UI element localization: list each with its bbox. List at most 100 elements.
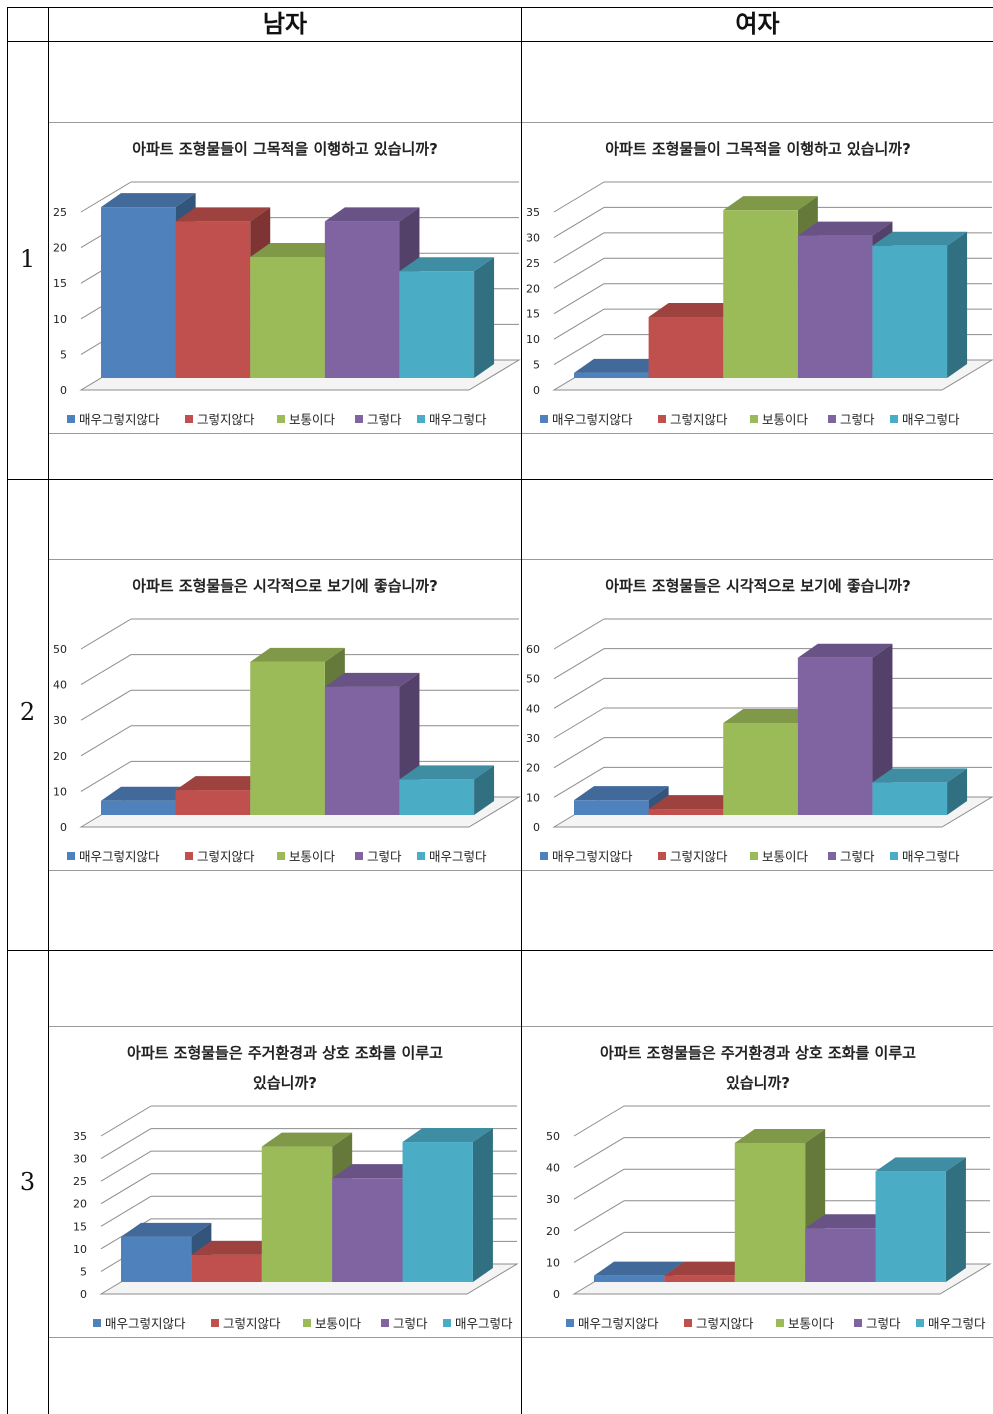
- bar-side: [947, 231, 968, 378]
- bar-front: [101, 800, 176, 815]
- table-row-divider-2: [7, 950, 993, 951]
- bar-front: [399, 779, 475, 815]
- bar-top: [399, 765, 495, 780]
- y-tick-label: 50: [526, 673, 540, 686]
- legend-swatch: [540, 415, 548, 423]
- y-tick-label: 60: [526, 643, 540, 656]
- gridline-side: [553, 283, 605, 315]
- bar: [399, 257, 495, 378]
- legend-label: 매우그렇다: [902, 412, 960, 427]
- gridline-side: [553, 766, 605, 798]
- legend-item: 그렇지않다: [684, 1316, 754, 1331]
- bar: [402, 1128, 493, 1282]
- legend-label: 그렇지않다: [223, 1316, 281, 1331]
- chart-svg: 아파트 조형물들이 그목적을 이행하고 있습니까? 0 5 10 15 20 25 30 35 매…: [522, 122, 993, 434]
- bar-front: [797, 657, 873, 815]
- y-tick-label: 0: [533, 821, 540, 834]
- gridline-side: [553, 618, 605, 650]
- y-tick-label: 10: [526, 791, 540, 804]
- plot-area: 0 10 20 30 40 50: [546, 1105, 992, 1301]
- legend-item: 그렇다: [381, 1316, 428, 1331]
- y-tick-label: 5: [533, 359, 540, 372]
- legend-item: 그렇지않다: [658, 412, 728, 427]
- legend-label: 매우그렇다: [429, 849, 487, 864]
- bar: [872, 231, 968, 378]
- row-number-2: 2: [19, 698, 36, 726]
- legend-swatch: [890, 852, 898, 860]
- y-tick-label: 25: [526, 257, 540, 270]
- legend-item: 그렇지않다: [211, 1316, 281, 1331]
- chart-svg: 아파트 조형물들은 주거환경과 상호 조화를 이루고 있습니까? 0 10 20 30 40…: [522, 1026, 993, 1338]
- y-tick-label: 20: [53, 750, 67, 763]
- bar-top: [797, 643, 893, 658]
- legend-label: 매우그렇다: [455, 1316, 513, 1331]
- table-border-left: [7, 7, 8, 1414]
- legend-item: 매우그렇지않다: [540, 849, 633, 864]
- chart-legend: 매우그렇지않다 그렇지않다 보통이다 그렇다 매우그렇다: [566, 1316, 986, 1331]
- bar-top: [324, 672, 420, 687]
- legend-item: 보통이다: [303, 1316, 362, 1331]
- y-tick-label: 20: [73, 1198, 87, 1211]
- legend-item: 매우그렇다: [443, 1316, 513, 1331]
- bar-top: [332, 1164, 423, 1179]
- bar-side: [472, 1128, 493, 1282]
- gridline-side: [80, 181, 132, 213]
- y-tick-label: 20: [526, 762, 540, 775]
- legend-label: 보통이다: [762, 849, 809, 864]
- gridline-side: [80, 654, 132, 686]
- legend-swatch: [355, 852, 363, 860]
- legend-item: 매우그렇다: [916, 1316, 986, 1331]
- legend-label: 매우그렇지않다: [578, 1316, 659, 1331]
- bar-top: [872, 231, 968, 246]
- y-tick-label: 5: [80, 1265, 87, 1278]
- legend-label: 그렇다: [367, 412, 402, 427]
- chart-title-line: 있습니까?: [253, 1074, 317, 1092]
- y-tick-label: 30: [546, 1193, 560, 1206]
- bar-top: [261, 1132, 353, 1147]
- y-tick-label: 25: [73, 1175, 87, 1188]
- legend-label: 매우그렇지않다: [552, 849, 633, 864]
- legend-swatch: [185, 415, 193, 423]
- y-tick-label: 40: [53, 679, 67, 692]
- legend-swatch: [277, 852, 285, 860]
- legend-item: 보통이다: [277, 849, 336, 864]
- y-tick-label: 35: [73, 1130, 87, 1143]
- bar-side: [474, 765, 495, 815]
- gridline-side: [553, 206, 605, 238]
- chart-q3-female: 아파트 조형물들은 주거환경과 상호 조화를 이루고 있습니까? 0 10 20 30 40…: [522, 1026, 993, 1338]
- legend-label: 보통이다: [762, 412, 809, 427]
- chart-svg: 아파트 조형물들은 시각적으로 보기에 좋습니까? 0 10 20 30 40 50 60 매우…: [522, 559, 993, 871]
- bar: [797, 643, 893, 815]
- bar-front: [723, 723, 798, 815]
- legend-swatch: [658, 415, 666, 423]
- legend-swatch: [67, 852, 75, 860]
- legend-swatch: [854, 1319, 862, 1327]
- bar-top: [648, 795, 744, 810]
- legend-item: 매우그렇지않다: [566, 1316, 659, 1331]
- y-tick-label: 10: [526, 333, 540, 346]
- legend-item: 매우그렇다: [417, 849, 487, 864]
- chart-title: 아파트 조형물들은 시각적으로 보기에 좋습니까?: [132, 577, 438, 595]
- row-number-1: 1: [19, 245, 36, 273]
- chart-title-line: 아파트 조형물들은 주거환경과 상호 조화를 이루고: [600, 1044, 916, 1062]
- gridline-side: [100, 1195, 152, 1227]
- bar-top: [723, 709, 818, 724]
- chart-q1-female: 아파트 조형물들이 그목적을 이행하고 있습니까? 0 5 10 15 20 25 30 35 매…: [522, 122, 993, 434]
- bar-front: [324, 686, 400, 815]
- legend-label: 그렇다: [866, 1316, 901, 1331]
- legend-item: 매우그렇지않다: [67, 412, 160, 427]
- y-tick-label: 10: [53, 785, 67, 798]
- chart-title: 아파트 조형물들은 시각적으로 보기에 좋습니까?: [605, 577, 911, 595]
- y-tick-label: 15: [73, 1220, 87, 1233]
- legend-item: 그렇지않다: [658, 849, 728, 864]
- legend-item: 그렇다: [854, 1316, 901, 1331]
- legend-label: 매우그렇다: [928, 1316, 986, 1331]
- chart-q2-female: 아파트 조형물들은 시각적으로 보기에 좋습니까? 0 10 20 30 40 50 60 매우…: [522, 559, 993, 871]
- legend-swatch: [443, 1319, 451, 1327]
- legend-item: 매우그렇지않다: [67, 849, 160, 864]
- legend-swatch: [277, 415, 285, 423]
- legend-label: 그렇지않다: [197, 849, 255, 864]
- bar-side: [947, 768, 968, 815]
- legend-label: 그렇지않다: [197, 412, 255, 427]
- bar-front: [648, 809, 724, 815]
